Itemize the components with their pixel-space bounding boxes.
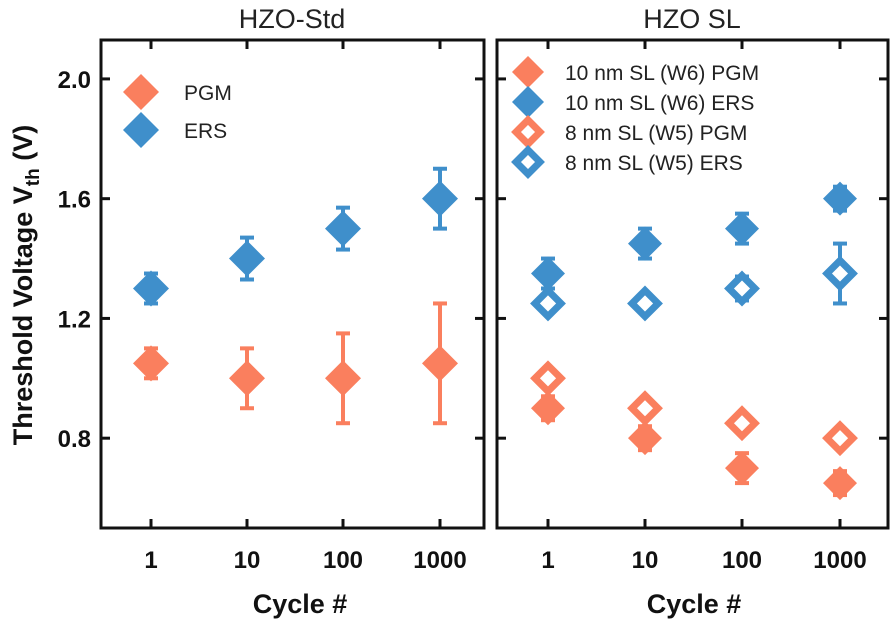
legend-marker	[123, 74, 159, 110]
data-point-8-nm-sl-w5-ers	[822, 255, 858, 292]
y-tick-label: 2.0	[58, 67, 91, 94]
data-point-10-nm-sl-w6-pgm	[628, 421, 662, 456]
data-point-ers	[133, 270, 169, 307]
plot-frame-1	[495, 38, 890, 530]
legend-marker	[123, 112, 159, 148]
x-tick-label: 100	[323, 547, 363, 574]
data-point-pgm	[133, 345, 169, 382]
x-tick-label: 1000	[813, 547, 866, 574]
legend-label: PGM	[184, 82, 232, 105]
data-point-8-nm-sl-w5-ers	[627, 285, 663, 322]
data-point-8-nm-sl-w5-ers	[724, 270, 760, 307]
y-tick-label: 0.8	[58, 426, 91, 453]
data-point-ers	[422, 180, 458, 217]
x-tick-label: 1	[144, 547, 157, 574]
left-panel-title: HZO-Std	[239, 4, 346, 34]
legend-marker	[512, 56, 544, 88]
data-point-pgm	[422, 345, 458, 382]
y-tick-label: 1.2	[58, 306, 91, 333]
plot-frame-0	[99, 38, 486, 530]
right-panel-title: HZO SL	[643, 4, 741, 34]
x-tick-label: 1	[541, 547, 554, 574]
data-point-10-nm-sl-w6-pgm	[725, 451, 759, 486]
data-point-10-nm-sl-w6-ers	[628, 226, 662, 261]
data-point-pgm	[325, 360, 361, 397]
legend-label: 10 nm SL (W6) PGM	[565, 62, 759, 85]
data-point-8-nm-sl-w5-pgm	[822, 420, 858, 457]
legend-marker	[511, 145, 545, 179]
x-tick-label: 100	[722, 547, 762, 574]
data-point-10-nm-sl-w6-ers	[725, 211, 759, 246]
data-point-10-nm-sl-w6-pgm	[823, 466, 857, 501]
x-tick-label: 10	[234, 547, 261, 574]
legend-marker	[511, 115, 545, 149]
data-point-10-nm-sl-w6-ers	[823, 181, 857, 216]
data-point-ers	[229, 240, 265, 277]
y-tick-label: 1.6	[58, 187, 91, 214]
data-point-8-nm-sl-w5-pgm	[627, 390, 663, 427]
left-x-axis-label: Cycle #	[253, 589, 348, 619]
data-point-8-nm-sl-w5-pgm	[724, 405, 760, 442]
right-x-axis-label: Cycle #	[647, 589, 742, 619]
data-point-8-nm-sl-w5-ers	[530, 285, 566, 322]
y-axis-label: Threshold Voltage Vth (V)	[8, 125, 44, 445]
x-tick-label: 1000	[413, 547, 466, 574]
legend-marker	[512, 86, 544, 118]
legend-label: 8 nm SL (W5) PGM	[565, 122, 747, 145]
legend-label: 8 nm SL (W5) ERS	[565, 152, 743, 175]
legend-label: 10 nm SL (W6) ERS	[565, 92, 754, 115]
x-tick-label: 10	[632, 547, 659, 574]
legend-label: ERS	[184, 120, 227, 143]
data-point-10-nm-sl-w6-ers	[531, 256, 565, 291]
data-point-pgm	[229, 360, 265, 397]
data-point-ers	[325, 210, 361, 247]
data-point-8-nm-sl-w5-pgm	[530, 360, 566, 397]
data-point-10-nm-sl-w6-pgm	[531, 391, 565, 426]
